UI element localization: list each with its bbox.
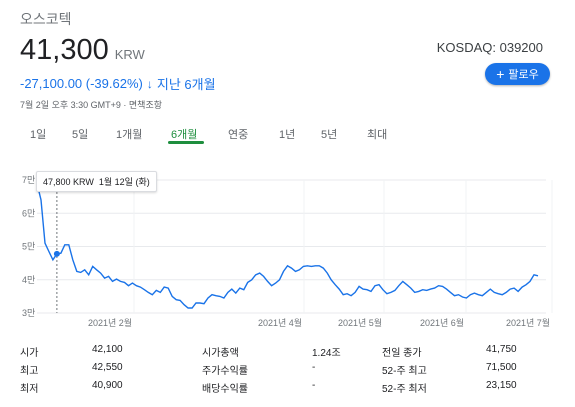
current-price: 41,300 (20, 34, 109, 66)
x-tick-label: 2021년 4월 (258, 317, 302, 328)
stat-label: 최고 (20, 366, 39, 377)
currency-label: KRW (114, 47, 145, 62)
y-tick-label: 4만 (22, 275, 35, 285)
stat-label: 시가총액 (202, 348, 239, 359)
stats-row: 최저 40,900 배당수익률 - 52-주 최저 23,150 (20, 380, 560, 398)
stats-row: 시가 42,100 시가총액 1.24조 전일 종가 41,750 (20, 344, 560, 362)
x-tick-label: 2021년 6월 (420, 317, 464, 328)
stat-value: 41,750 (486, 344, 517, 355)
tooltip-value: 47,800 KRW (43, 177, 94, 187)
stat-label: 전일 종가 (382, 348, 422, 359)
change-period: 지난 6개월 (156, 77, 216, 92)
follow-button[interactable]: + 팔로우 (485, 63, 550, 85)
change-value: -27,100.00 (-39.62%) (20, 76, 143, 91)
price-block: 41,300 KRW (20, 34, 145, 67)
y-tick-label: 6만 (22, 208, 35, 218)
company-name: 오스코텍 (20, 11, 72, 27)
follow-label: 팔로우 (508, 69, 539, 81)
tab-6[interactable]: 5년 (321, 129, 338, 141)
stat-label: 배당수익률 (202, 384, 248, 395)
price-chart[interactable]: 3만 4만 5만 6만 7만 2021년 2월 2021년 4월 2021년 5월 2021년 … (0, 160, 575, 335)
stat-value: - (312, 362, 316, 373)
tab-1[interactable]: 5일 (72, 129, 89, 141)
plus-icon: + (496, 66, 505, 82)
y-tick-label: 3만 (22, 308, 35, 318)
hover-point (53, 250, 60, 257)
tab-7[interactable]: 최대 (367, 129, 388, 141)
tab-3[interactable]: 6개월 (171, 129, 198, 141)
tab-4[interactable]: 연중 (228, 129, 249, 141)
stat-value: - (312, 380, 316, 391)
stat-label: 52-주 최고 (382, 366, 427, 377)
exchange-ticker: KOSDAQ: 039200 (436, 40, 543, 55)
stat-value: 42,550 (92, 362, 123, 373)
stat-label: 주가수익률 (202, 366, 248, 377)
stats-row: 최고 42,550 주가수익률 - 52-주 최고 71,500 (20, 362, 560, 380)
tab-2[interactable]: 1개월 (116, 129, 143, 141)
arrow-down-icon: ↓ (146, 76, 153, 91)
tab-5[interactable]: 1년 (279, 129, 296, 141)
stat-value: 71,500 (486, 362, 517, 373)
chart-tooltip: 47,800 KRW 1월 12일 (화) (36, 171, 157, 192)
active-tab-indicator (168, 141, 204, 144)
tab-0[interactable]: 1일 (30, 129, 47, 141)
price-line (36, 183, 539, 309)
stat-value: 23,150 (486, 380, 517, 391)
price-change: -27,100.00 (-39.62%) ↓ 지난 6개월 (20, 74, 216, 93)
stat-label: 시가 (20, 348, 39, 359)
x-tick-label: 2021년 2월 (88, 317, 132, 328)
x-tick-label: 2021년 5월 (338, 317, 382, 328)
stat-value: 42,100 (92, 344, 123, 355)
tooltip-date: 1월 12일 (화) (98, 177, 150, 187)
stat-label: 최저 (20, 384, 39, 395)
timestamp-disclaimer: 7월 2일 오후 3:30 GMT+9 · 면책조항 (20, 100, 163, 110)
stat-value: 40,900 (92, 380, 123, 391)
y-tick-label: 5만 (22, 242, 35, 252)
y-tick-label: 7만 (22, 175, 35, 185)
x-tick-label: 2021년 7월 (506, 317, 550, 328)
stat-label: 52-주 최저 (382, 384, 427, 395)
stat-value: 1.24조 (312, 348, 341, 359)
